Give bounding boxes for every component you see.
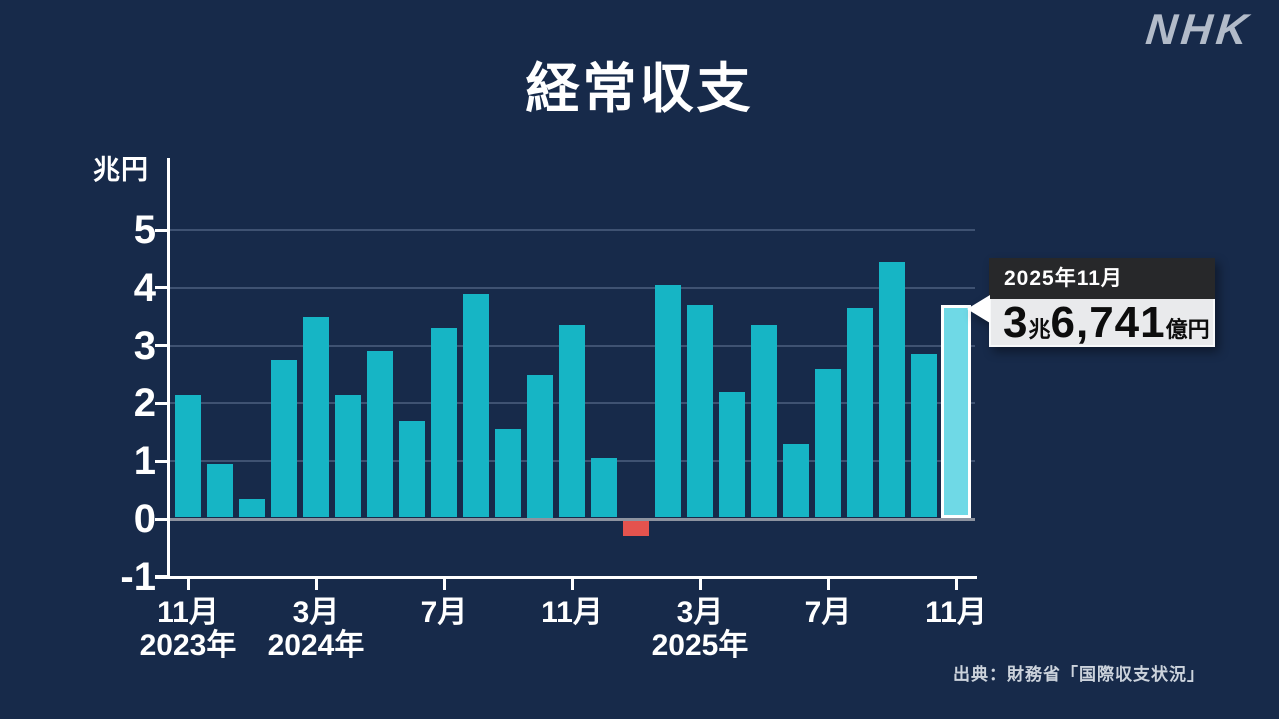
y-tick [155,344,168,348]
bar [207,464,233,518]
y-axis-unit-label: 兆円 [93,155,149,185]
bar [495,429,521,518]
x-tick-month-label: 7月 [804,596,852,629]
bar [399,420,425,518]
y-tick [155,401,168,405]
x-tick-month-label: 3月 [292,596,340,629]
bar [335,394,361,518]
bar [783,443,809,518]
y-tick-label: -1 [120,554,156,599]
x-tick [570,578,574,590]
zero-baseline [170,517,975,521]
source-attribution: 出典：財務省「国際収支状況」 [953,665,1205,684]
y-tick [155,517,168,521]
bar [559,325,585,518]
x-tick-month-label: 11月 [925,596,987,629]
y-axis-line [166,158,170,578]
bar [527,374,553,518]
y-gridline [170,229,975,231]
y-tick-label: 4 [133,265,156,310]
bar [239,498,265,518]
y-tick [155,459,168,463]
bar [463,293,489,518]
bar [847,308,873,518]
y-tick-label: 5 [133,208,156,252]
bar [655,284,681,518]
y-tick-label: 3 [133,323,156,368]
bar [879,261,905,518]
callout-arrow-icon [967,295,990,323]
bar-negative [623,520,649,537]
callout-value: 3兆6,741億円 [989,299,1215,347]
x-tick-month-label: 11月 [157,596,219,629]
callout-date: 2025年11月 [989,258,1215,299]
x-tick-month-label: 3月 [676,596,724,629]
y-tick-label: 2 [133,381,156,426]
bar [367,351,393,518]
x-tick [442,578,446,590]
bar [271,360,297,518]
bar [815,368,841,518]
callout-unit-oku: 億円 [1165,317,1210,342]
x-tick [698,578,702,590]
y-tick [155,228,168,232]
x-tick [186,578,190,590]
x-tick-year-label: 2023年 [139,629,237,662]
bar [591,458,617,518]
page-title: 経常収支 [525,59,754,119]
bar [431,328,457,518]
y-gridline [170,286,975,289]
x-tick-year-label: 2024年 [267,629,365,662]
x-tick [826,578,830,590]
bar [687,305,713,518]
callout-value-oku: 6,741 [1050,298,1166,347]
y-tick [155,575,168,579]
x-tick [314,578,318,590]
bar [751,325,777,518]
bar-highlighted [941,304,971,519]
x-tick [954,578,958,590]
bar [719,391,745,518]
bar [911,354,937,518]
y-tick-label: 0 [133,497,156,541]
callout-value-trillions: 3 [1003,298,1029,347]
bar [175,394,201,518]
x-axis-line [155,575,977,579]
y-tick [155,286,168,290]
bar [303,316,329,518]
x-tick-month-label: 7月 [420,596,468,629]
callout-unit-trillion: 兆 [1028,317,1051,342]
y-tick-label: 1 [133,439,156,484]
x-tick-month-label: 11月 [541,596,603,629]
data-callout: 2025年11月 3兆6,741億円 [967,258,1215,347]
x-tick-year-label: 2025年 [651,629,749,662]
